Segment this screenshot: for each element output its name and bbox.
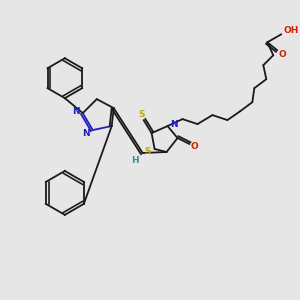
Text: S: S	[138, 110, 145, 118]
Text: O: O	[190, 142, 198, 151]
Text: OH: OH	[284, 26, 299, 35]
Text: S: S	[144, 148, 151, 157]
Text: H: H	[131, 157, 139, 166]
Text: N: N	[170, 120, 177, 129]
Text: N: N	[72, 106, 80, 116]
Text: O: O	[278, 50, 286, 59]
Text: N: N	[82, 128, 90, 137]
